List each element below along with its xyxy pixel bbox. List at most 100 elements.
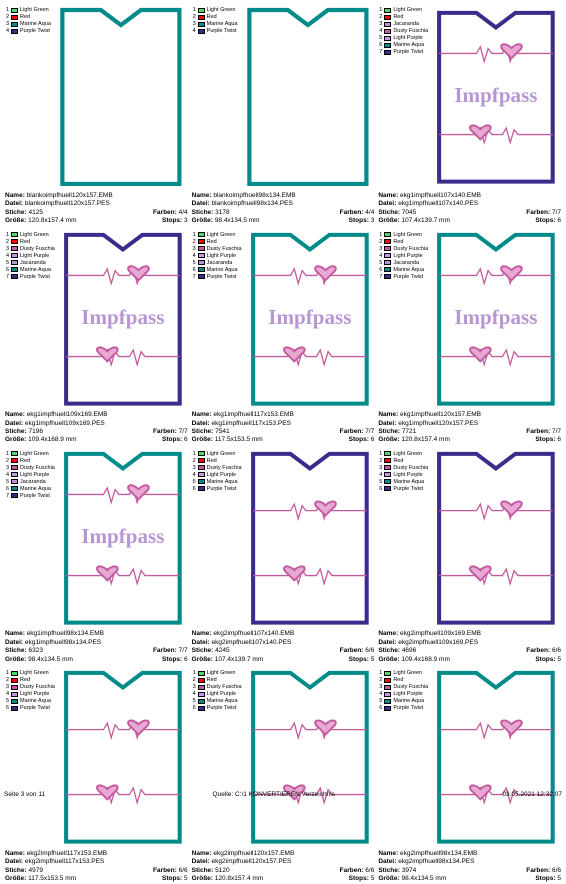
catalog-cell: 1Light Green2Red3Dusty Fuschia4Light Pur… xyxy=(377,667,562,884)
label-groesse: Größe: xyxy=(5,656,26,663)
legend-label: Red xyxy=(207,458,217,464)
label-groesse: Größe: xyxy=(5,436,26,443)
legend-entry: 2Red xyxy=(378,677,428,683)
legend-entry: 3Dusty Fuschia xyxy=(378,684,428,690)
legend-entry: 4Light Purple xyxy=(192,253,242,259)
item-stiche: 3974 xyxy=(402,867,416,874)
label-name: Name: xyxy=(5,850,25,857)
legend-entry: 5Marine Aqua xyxy=(5,698,55,704)
legend-entry: 2Red xyxy=(192,677,242,683)
legend-label: Marine Aqua xyxy=(207,267,238,273)
item-farben: 4/4 xyxy=(179,209,188,216)
item-name: ekg1impfhuell107x140.EMB xyxy=(400,192,481,199)
legend-entry: 3Dusty Fuschia xyxy=(192,684,242,690)
item-stops: 5 xyxy=(557,875,561,882)
item-farben: 7/7 xyxy=(552,209,561,216)
legend-label: Light Green xyxy=(393,232,422,238)
legend-entry: 1Light Green xyxy=(5,451,55,457)
color-legend: 1Light Green2Red3Dusty Fuschia4Light Pur… xyxy=(192,451,242,627)
item-name: ekg2impfhuell98x134.EMB xyxy=(400,850,477,857)
design-preview: Impfpass xyxy=(431,230,561,408)
label-stiche: Stiche: xyxy=(378,647,400,654)
legend-label: Purple Twist xyxy=(20,493,50,499)
item-stiche: 6323 xyxy=(28,647,42,654)
legend-entry: 6Purple Twist xyxy=(378,705,428,711)
label-stiche: Stiche: xyxy=(5,209,27,216)
item-name: ekg2impfhuell107x140.EMB xyxy=(213,630,294,637)
catalog-cell: 1Light Green2Red3Dusty Fuschia4Light Pur… xyxy=(191,229,376,446)
legend-entry: 6Marine Aqua xyxy=(5,486,55,492)
label-groesse: Größe: xyxy=(378,436,399,443)
item-groesse: 117.5x153.5 mm xyxy=(28,875,76,882)
footer-left: Seite 3 von 11 xyxy=(4,791,45,798)
legend-entry: 5Jacaranda xyxy=(5,260,55,266)
legend-entry: 1Light Green xyxy=(5,7,51,13)
label-stops: Stops: xyxy=(162,656,182,663)
legend-entry: 4Light Purple xyxy=(192,472,242,478)
label-datei: Datei: xyxy=(378,200,396,207)
label-datei: Datei: xyxy=(5,639,23,646)
item-farben: 4/4 xyxy=(365,209,374,216)
legend-label: Red xyxy=(207,677,217,683)
item-stops: 5 xyxy=(371,656,375,663)
item-name: ekg2impfhuell117x153.EMB xyxy=(27,850,107,857)
label-stops: Stops: xyxy=(535,875,555,882)
catalog-cell: 1Light Green2Red3Marine Aqua4Purple Twis… xyxy=(4,4,189,227)
item-groesse: 120.8x157.4 mm xyxy=(401,436,449,443)
item-stops: 6 xyxy=(557,217,561,224)
legend-label: Light Green xyxy=(393,670,422,676)
legend-entry: 1Light Green xyxy=(192,451,242,457)
item-stops: 6 xyxy=(184,656,188,663)
item-datei: ekg1impfhuell107x140.PES xyxy=(398,200,478,207)
svg-text:Impfpass: Impfpass xyxy=(268,305,351,329)
design-preview: Impfpass xyxy=(245,230,375,408)
legend-label: Dusty Fuschia xyxy=(393,465,428,471)
color-legend: 1Light Green2Red3Dusty Fuschia4Light Pur… xyxy=(378,451,428,627)
legend-entry: 5Light Purple xyxy=(378,35,428,41)
legend-label: Light Purple xyxy=(207,472,236,478)
legend-label: Dusty Fuschia xyxy=(20,684,55,690)
legend-label: Purple Twist xyxy=(207,705,237,711)
label-farben: Farben: xyxy=(340,209,364,216)
legend-entry: 5Jacaranda xyxy=(192,260,242,266)
catalog-cell: 1Light Green2Red3Marine Aqua4Purple Twis… xyxy=(191,4,376,227)
label-stops: Stops: xyxy=(535,217,555,224)
label-farben: Farben: xyxy=(153,867,177,874)
label-stiche: Stiche: xyxy=(5,647,27,654)
legend-entry: 4Purple Twist xyxy=(192,28,238,34)
legend-label: Dusty Fuschia xyxy=(207,684,242,690)
label-name: Name: xyxy=(192,192,212,199)
legend-entry: 1Light Green xyxy=(378,7,428,13)
item-stiche: 5120 xyxy=(215,867,229,874)
item-name: ekg1impfhuell109x169.EMB xyxy=(27,411,108,418)
legend-label: Purple Twist xyxy=(393,705,423,711)
label-stiche: Stiche: xyxy=(192,428,214,435)
legend-entry: 5Jacaranda xyxy=(378,260,428,266)
item-farben: 7/7 xyxy=(179,647,188,654)
legend-label: Purple Twist xyxy=(207,274,237,280)
legend-label: Marine Aqua xyxy=(207,698,238,704)
label-datei: Datei: xyxy=(5,420,23,427)
legend-entry: 7Purple Twist xyxy=(378,274,428,280)
legend-label: Purple Twist xyxy=(393,486,423,492)
catalog-cell: 1Light Green2Red3Dusty Fuschia4Light Pur… xyxy=(4,667,189,884)
legend-label: Purple Twist xyxy=(20,705,50,711)
label-datei: Datei: xyxy=(192,420,210,427)
legend-label: Light Green xyxy=(20,670,49,676)
label-datei: Datei: xyxy=(5,858,23,865)
design-preview: Impfpass xyxy=(58,230,188,408)
label-groesse: Größe: xyxy=(378,217,399,224)
label-name: Name: xyxy=(5,630,25,637)
label-name: Name: xyxy=(378,630,398,637)
item-datei: ekg1impfhuell117x153.PES xyxy=(212,420,291,427)
legend-entry: 3Dusty Fuschia xyxy=(5,246,55,252)
legend-entry: 1Light Green xyxy=(378,451,428,457)
legend-entry: 5Jacaranda xyxy=(5,479,55,485)
catalog-cell: 1Light Green2Red3Dusty Fuschia4Light Pur… xyxy=(4,448,189,665)
legend-entry: 3Dusty Fuschia xyxy=(378,465,428,471)
item-stiche: 4245 xyxy=(215,647,229,654)
legend-label: Light Green xyxy=(393,7,422,13)
legend-entry: 3Dusty Fuschia xyxy=(192,246,242,252)
item-info: Name: ekg1impfhuell107x140.EMB Datei: ek… xyxy=(378,192,561,226)
item-farben: 6/6 xyxy=(365,647,374,654)
